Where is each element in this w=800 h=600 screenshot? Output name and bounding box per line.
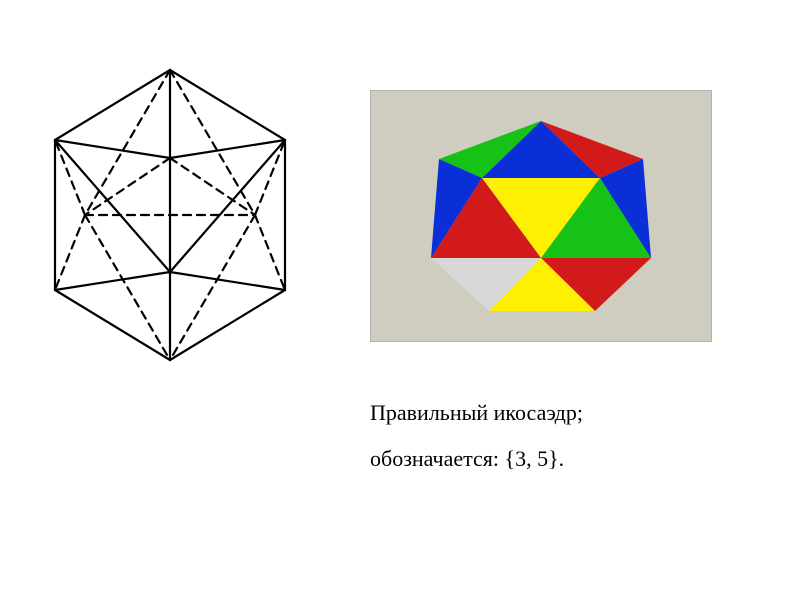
edge: [55, 215, 85, 290]
edge: [255, 215, 285, 290]
edge: [55, 140, 170, 158]
icosahedron-solid-panel: [370, 90, 712, 342]
edge: [170, 158, 255, 215]
edge: [55, 140, 170, 272]
edge: [170, 140, 285, 272]
icosahedron-wireframe: [30, 60, 310, 370]
edge: [170, 70, 285, 140]
edge: [170, 70, 255, 215]
caption-line-1: Правильный икосаэдр;: [370, 390, 583, 436]
edge: [85, 158, 170, 215]
caption: Правильный икосаэдр; обозначается: {3, 5…: [370, 390, 583, 482]
edge: [85, 215, 170, 360]
edge: [55, 272, 170, 290]
edge: [85, 70, 170, 215]
edge: [170, 290, 285, 360]
edge: [255, 140, 285, 215]
edge: [170, 140, 285, 158]
edge: [55, 70, 170, 140]
caption-line-2: обозначается: {3, 5}.: [370, 436, 583, 482]
edge: [170, 215, 255, 360]
edge: [170, 272, 285, 290]
edge: [55, 140, 85, 215]
edge: [55, 290, 170, 360]
stage: Правильный икосаэдр; обозначается: {3, 5…: [0, 0, 800, 600]
